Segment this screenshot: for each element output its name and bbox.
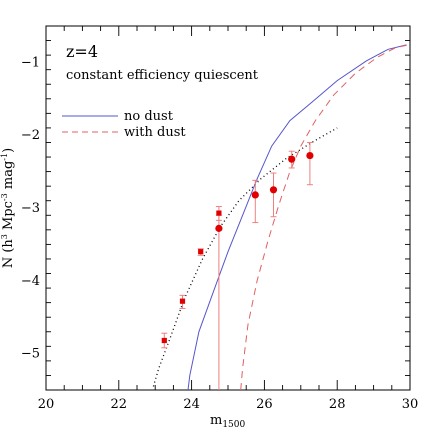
axis-ticks — [45, 25, 411, 391]
y-tick-label: −5 — [21, 347, 40, 362]
y-tick-labels: −5 −4 −3 −2 −1 — [21, 55, 40, 361]
series-lines — [152, 44, 409, 390]
data-point-square — [216, 210, 222, 216]
legend-label-with-dust: with dust — [124, 125, 186, 140]
x-axis-label: m1500 — [210, 413, 246, 430]
data-point-square — [198, 249, 204, 255]
x-tick-label: 30 — [402, 397, 419, 412]
model-annotation: constant efficiency quiescent — [66, 68, 259, 83]
y-tick-label: −2 — [21, 128, 40, 143]
y-tick-label: −4 — [21, 274, 40, 289]
data-point-square — [179, 298, 186, 304]
x-tick-label: 28 — [329, 397, 346, 412]
y-tick-label: −3 — [21, 201, 40, 216]
data-point-square — [161, 337, 167, 344]
data-point-circle — [215, 224, 223, 232]
x-tick-label: 22 — [111, 397, 128, 412]
x-tick-label: 20 — [38, 397, 55, 412]
x-tick-label: 24 — [183, 397, 200, 412]
series-line-with-dust — [240, 44, 409, 390]
legend: no dust with dust — [62, 109, 186, 140]
error-bars — [161, 141, 313, 390]
y-axis-label: N (h3 Mpc-3 mag-1) — [0, 148, 16, 268]
x-tick-label: 26 — [256, 397, 273, 412]
x-tick-labels: 20 22 24 26 28 30 — [38, 397, 419, 412]
redshift-annotation: z=4 — [66, 42, 98, 61]
data-point-circle — [288, 155, 296, 163]
data-markers — [161, 151, 314, 344]
data-point-circle — [251, 191, 259, 199]
y-tick-label: −1 — [21, 55, 40, 70]
data-point-circle — [269, 186, 278, 194]
data-point-circle — [306, 151, 314, 160]
series-line-no-dust — [187, 44, 407, 390]
legend-label-no-dust: no dust — [124, 109, 174, 124]
